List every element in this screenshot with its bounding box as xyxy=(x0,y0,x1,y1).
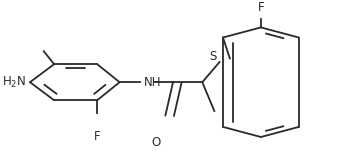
Text: S: S xyxy=(209,51,216,64)
Text: H$_2$N: H$_2$N xyxy=(2,75,27,90)
Text: NH: NH xyxy=(144,76,161,89)
Text: F: F xyxy=(257,1,264,14)
Text: F: F xyxy=(94,130,100,143)
Text: O: O xyxy=(151,136,161,148)
